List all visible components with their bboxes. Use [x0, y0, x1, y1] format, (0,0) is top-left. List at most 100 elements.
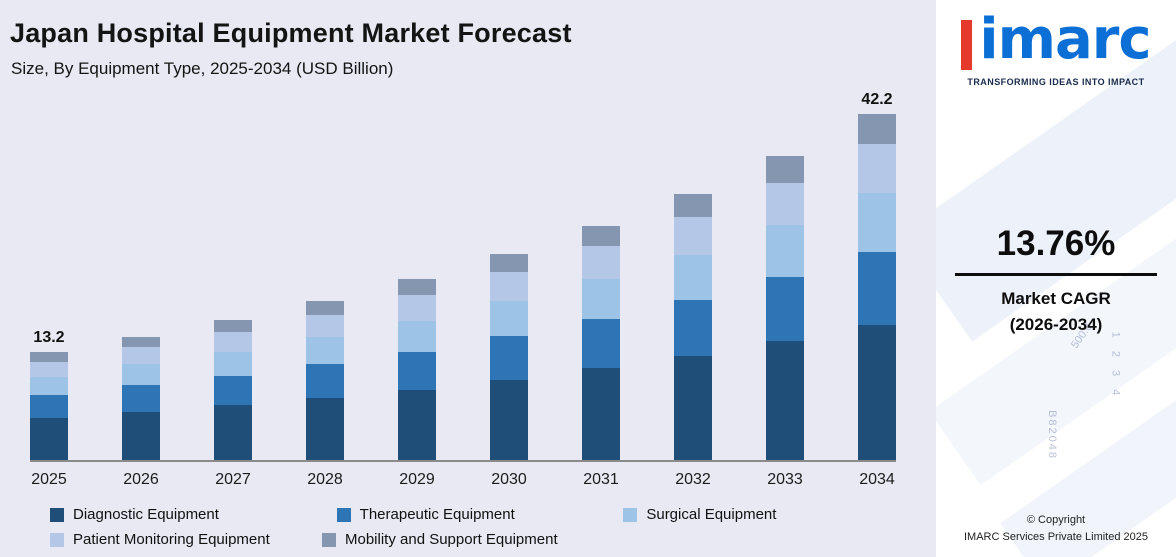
bar-stack — [490, 254, 528, 460]
bar-stack — [582, 225, 620, 460]
bar-stack — [858, 114, 896, 460]
chart-panel: Japan Hospital Equipment Market Forecast… — [0, 0, 936, 557]
x-axis-label: 2030 — [491, 471, 527, 488]
bar-segment-patient-monitoring-equipment — [766, 182, 804, 226]
copyright-line1: © Copyright — [1026, 514, 1086, 526]
legend-item-mobility-and-support-equipment: Mobility and Support Equipment — [322, 531, 558, 548]
bar-segment-patient-monitoring-equipment — [582, 246, 620, 279]
bar-column-2027 — [214, 319, 252, 460]
bar-segment-therapeutic-equipment — [306, 364, 344, 398]
chart-subtitle: Size, By Equipment Type, 2025-2034 (USD … — [11, 59, 394, 78]
bar-column-2031 — [582, 225, 620, 460]
bar-segment-patient-monitoring-equipment — [122, 346, 160, 365]
legend-item-diagnostic-equipment: Diagnostic Equipment — [50, 506, 337, 523]
bar-segment-patient-monitoring-equipment — [30, 362, 68, 378]
x-axis-labels: 2025 2026 2027 2028 2029 2030 2031 2032 2033 2034 — [30, 471, 896, 489]
copyright-line2: IMARC Services Private Limited 2025 — [963, 530, 1148, 543]
logo-text: imarc — [979, 7, 1151, 72]
legend-label: Surgical Equipment — [646, 506, 777, 523]
bar-segment-mobility-and-support-equipment — [398, 278, 436, 296]
x-axis-label: 2027 — [215, 471, 251, 488]
bar-segment-surgical-equipment — [122, 364, 160, 386]
bar-segment-therapeutic-equipment — [766, 277, 804, 342]
legend-item-therapeutic-equipment: Therapeutic Equipment — [336, 506, 624, 523]
x-axis-label: 2034 — [859, 471, 895, 488]
logo-row: imarc — [936, 12, 1176, 70]
bar-segment-therapeutic-equipment — [214, 375, 252, 406]
cagr-block: 13.76% Market CAGR (2026-2034) — [936, 224, 1176, 339]
legend-swatch-icon — [322, 532, 336, 547]
bar-segment-therapeutic-equipment — [122, 385, 160, 412]
bar-segment-diagnostic-equipment — [30, 418, 68, 460]
legend-row: Patient Monitoring Equipment Mobility and… — [50, 531, 910, 548]
x-axis-label: 2031 — [583, 471, 619, 488]
watermark-text: B82048 — [1046, 410, 1058, 460]
bar-stack — [306, 301, 344, 460]
bar-segment-therapeutic-equipment — [30, 395, 68, 419]
bar-segment-surgical-equipment — [674, 255, 712, 301]
bar-segment-surgical-equipment — [306, 337, 344, 365]
cagr-value: 13.76% — [996, 224, 1116, 263]
bar-segment-therapeutic-equipment — [398, 351, 436, 390]
copyright: © Copyright IMARC Services Private Limit… — [936, 512, 1176, 545]
bar-segment-mobility-and-support-equipment — [214, 319, 252, 333]
bar-stack — [674, 193, 712, 460]
cagr-label-line1: Market CAGR — [1001, 289, 1111, 308]
bar-segment-surgical-equipment — [490, 300, 528, 337]
x-axis-label: 2026 — [123, 471, 159, 488]
bar-column-2025: 13.2 — [30, 329, 68, 460]
cagr-label-line2: (2026-2034) — [1009, 315, 1103, 335]
bar-segment-surgical-equipment — [214, 351, 252, 376]
bar-stack — [30, 351, 68, 460]
plot-area: 13.2 42.2 — [30, 88, 896, 462]
bar-stack — [122, 337, 160, 460]
bar-column-2026 — [122, 337, 160, 460]
bar-segment-patient-monitoring-equipment — [398, 295, 436, 321]
brand-panel: 500.0 1 2 3 4 B82048 imarc TRANSFORMING … — [936, 0, 1176, 557]
bar-segment-surgical-equipment — [582, 278, 620, 320]
legend-item-patient-monitoring-equipment: Patient Monitoring Equipment — [50, 531, 322, 548]
bar-segment-mobility-and-support-equipment — [490, 254, 528, 273]
bar-stack — [398, 278, 436, 460]
logo-tagline: TRANSFORMING IDEAS INTO IMPACT — [967, 77, 1145, 87]
bar-segment-patient-monitoring-equipment — [306, 314, 344, 338]
bar-column-2029 — [398, 278, 436, 460]
legend-label: Patient Monitoring Equipment — [73, 531, 270, 548]
bar-column-2030 — [490, 254, 528, 460]
legend-row: Diagnostic Equipment Therapeutic Equipmen… — [50, 506, 910, 523]
cagr-label: Market CAGR (2026-2034) — [936, 286, 1176, 339]
bar-segment-diagnostic-equipment — [490, 379, 528, 460]
x-axis-label: 2028 — [307, 471, 343, 488]
bar-column-2033 — [766, 155, 804, 460]
bar-segment-diagnostic-equipment — [214, 405, 252, 460]
bar-segment-patient-monitoring-equipment — [858, 144, 896, 193]
bar-value-label: 42.2 — [861, 91, 893, 109]
bar-stack — [214, 319, 252, 460]
bar-segment-surgical-equipment — [766, 225, 804, 278]
x-axis-label: 2029 — [399, 471, 435, 488]
bar-segment-therapeutic-equipment — [674, 300, 712, 356]
legend: Diagnostic Equipment Therapeutic Equipmen… — [50, 506, 910, 548]
bar-segment-patient-monitoring-equipment — [490, 272, 528, 301]
bar-segment-diagnostic-equipment — [122, 411, 160, 460]
bar-segment-surgical-equipment — [398, 320, 436, 352]
x-axis-label: 2025 — [31, 471, 67, 488]
legend-label: Diagnostic Equipment — [73, 506, 219, 523]
legend-swatch-icon — [623, 507, 638, 522]
bar-segment-patient-monitoring-equipment — [674, 217, 712, 256]
bar-stack — [766, 155, 804, 460]
bar-segment-therapeutic-equipment — [582, 319, 620, 369]
bar-segment-patient-monitoring-equipment — [214, 332, 252, 352]
logo-red-bar-icon — [961, 20, 973, 70]
bar-column-2028 — [306, 301, 344, 460]
bar-value-label: 13.2 — [33, 328, 65, 346]
bar-segment-mobility-and-support-equipment — [30, 351, 68, 363]
cagr-divider — [955, 273, 1157, 276]
bar-segment-mobility-and-support-equipment — [582, 225, 620, 247]
bar-segment-mobility-and-support-equipment — [122, 337, 160, 347]
bar-segment-diagnostic-equipment — [398, 389, 436, 460]
watermark-text: 1 2 3 4 — [1109, 331, 1122, 401]
x-axis-label: 2032 — [675, 471, 711, 488]
bar-segment-mobility-and-support-equipment — [674, 193, 712, 218]
